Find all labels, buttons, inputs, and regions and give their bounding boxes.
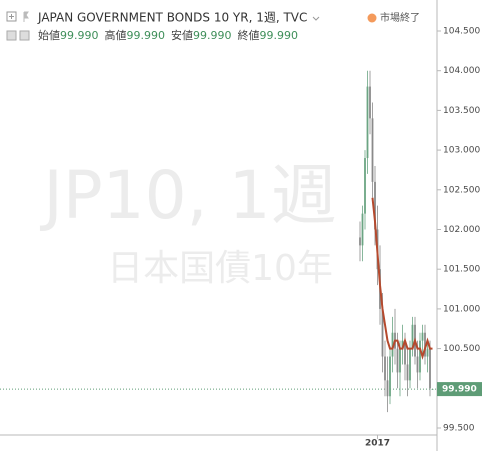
ohlc-value: 99.990 — [260, 29, 299, 42]
y-tick-label: 101.000 — [443, 304, 480, 314]
watermark-symbol: JP10, 1週 — [39, 157, 336, 234]
candle-body — [424, 332, 426, 357]
settings-icon[interactable] — [6, 30, 17, 41]
y-tick-label: 102.500 — [443, 185, 480, 195]
x-tick-label: 2017 — [365, 439, 390, 449]
candle-body — [406, 364, 409, 381]
candle-body — [371, 118, 374, 182]
hide-icon[interactable] — [19, 30, 30, 41]
candle-body — [374, 181, 376, 230]
flag-icon[interactable] — [23, 11, 29, 22]
candle-body — [364, 158, 366, 214]
candle-body — [381, 308, 384, 357]
candle-body — [404, 340, 406, 365]
candle-body — [359, 237, 361, 246]
candle-body — [386, 380, 389, 397]
candle-body — [399, 348, 401, 373]
y-tick-label: 100.500 — [443, 344, 480, 354]
candle-body — [411, 324, 414, 349]
y-tick-label: 102.000 — [443, 225, 480, 235]
moving-average — [371, 197, 433, 360]
candle-body — [416, 356, 419, 373]
y-tick-label: 99.500 — [443, 424, 475, 434]
candle-body — [419, 340, 421, 373]
candle-body — [429, 348, 431, 389]
ohlc-label: 始値 — [38, 28, 60, 42]
y-tick-label: 101.500 — [443, 265, 480, 275]
last-price-badge — [437, 382, 482, 397]
candle-body — [421, 332, 424, 341]
expand-plus — [9, 14, 14, 19]
ohlc-legend: 始値99.990 高値99.990 安値99.990 終値99.990 — [38, 28, 298, 42]
candle-body — [369, 86, 371, 119]
candle-body — [384, 356, 386, 381]
watermark-name: 日本国債10年 — [107, 248, 333, 289]
candle-body — [409, 348, 411, 381]
y-tick-label: 104.500 — [443, 27, 480, 37]
chart-title: JAPAN GOVERNMENT BONDS 10 YR, 1週, TVC — [37, 11, 307, 25]
ohlc-value: 99.990 — [127, 29, 166, 42]
ohlc-label: 終値 — [238, 28, 260, 42]
candle-body — [361, 213, 364, 246]
dropdown-arrow[interactable] — [312, 16, 320, 21]
candle-body — [389, 356, 391, 397]
ohlc-label: 安値 — [171, 28, 193, 42]
y-tick-label: 103.000 — [443, 146, 480, 156]
y-tick-label: 104.000 — [443, 66, 480, 76]
candle-body — [401, 340, 404, 349]
candle-body — [391, 332, 394, 357]
candle-body — [396, 348, 399, 373]
candle-body — [431, 389, 434, 390]
market-status: 市場終了 — [380, 11, 420, 24]
ohlc-value: 99.990 — [193, 29, 232, 42]
ohlc-value: 99.990 — [60, 29, 99, 42]
ohlc-label: 高値 — [105, 28, 127, 42]
candle-body — [366, 86, 369, 159]
expand-icon[interactable] — [6, 11, 17, 22]
status-dot — [367, 13, 377, 23]
y-tick-label: 103.500 — [443, 106, 480, 116]
candle-body — [426, 348, 429, 357]
last-price-label: 99.990 — [442, 385, 477, 395]
